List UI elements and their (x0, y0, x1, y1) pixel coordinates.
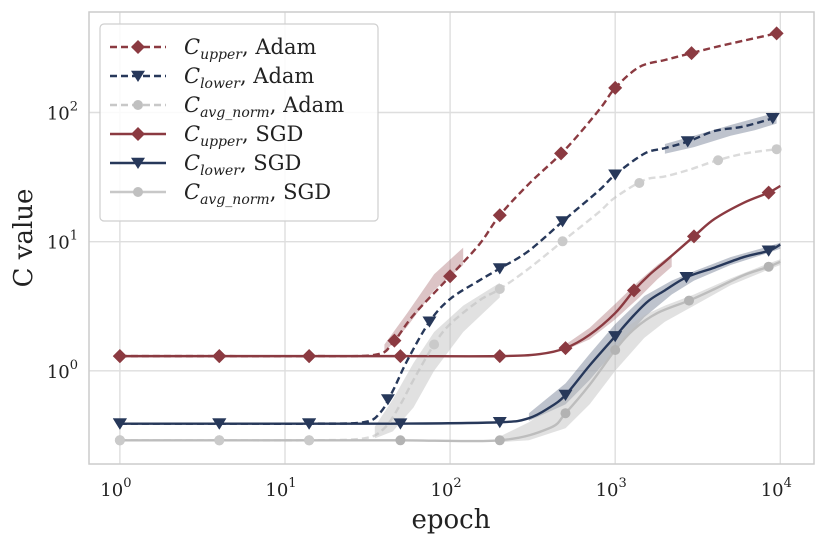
band-layer (374, 112, 781, 443)
marker-c-upper-adam (608, 80, 623, 95)
marker-c-upper-adam (112, 349, 127, 364)
x-tick-label: 102 (431, 476, 462, 501)
legend-entry-c-avg-norm-sgd: Cavg_norm, SGD (110, 180, 331, 208)
legend-box (99, 23, 379, 222)
marker-c-upper-sgd (558, 341, 573, 356)
line-c-upper-sgd (119, 184, 781, 358)
y-tick-label: 102 (47, 100, 78, 125)
legend-marker (133, 100, 143, 110)
legend-marker (131, 40, 145, 54)
line-c-upper-adam (119, 32, 777, 358)
marker-c-lower-adam (555, 216, 570, 228)
marker-c-avg-norm-adam (114, 435, 125, 446)
marker-c-lower-adam (422, 316, 437, 328)
legend-label: Cupper, Adam (184, 35, 316, 63)
marker-c-avg-norm-sgd (610, 344, 621, 355)
legend-marker (131, 157, 145, 169)
marker-c-avg-norm-adam (429, 339, 440, 350)
marker-c-upper-sgd (393, 349, 408, 364)
legend-marker (131, 70, 145, 82)
marker-c-upper-sgd (686, 229, 701, 244)
marker-c-avg-norm-sgd (494, 435, 505, 446)
legend-entry-c-upper-adam: Cupper, Adam (110, 35, 316, 63)
marker-c-lower-sgd (393, 418, 408, 430)
x-tick-label: 100 (100, 476, 131, 501)
band-c-avg-norm-adam (374, 282, 500, 439)
band-c-lower-sgd (528, 242, 781, 421)
legend-entry-c-avg-norm-adam: Cavg_norm, Adam (110, 93, 344, 121)
marker-c-avg-norm-sgd (395, 435, 406, 446)
marker-c-upper-sgd (492, 349, 507, 364)
legend-marker (133, 187, 143, 197)
marker-c-lower-sgd (492, 416, 507, 429)
legend-entry-c-lower-sgd: Clower, SGD (110, 151, 301, 179)
x-tick-label: 104 (761, 476, 792, 501)
marker-c-lower-sgd (679, 272, 694, 284)
marker-c-avg-norm-adam (771, 144, 782, 155)
legend-label: Cavg_norm, SGD (184, 180, 331, 208)
marker-c-lower-adam (680, 136, 695, 148)
y-tick-label: 100 (47, 358, 78, 383)
marker-c-avg-norm-adam (713, 155, 724, 166)
marker-c-lower-adam (608, 169, 623, 181)
legend-marker (131, 127, 145, 141)
marker-c-upper-adam (443, 269, 458, 284)
marker-layer (112, 26, 784, 446)
x-axis-label: epoch (412, 505, 491, 535)
marker-c-lower-sgd (558, 389, 573, 401)
marker-c-upper-adam (302, 349, 317, 364)
marker-c-lower-sgd (608, 331, 623, 343)
x-tick-label: 103 (596, 476, 627, 501)
legend-label: Clower, Adam (184, 64, 314, 92)
marker-c-lower-sgd (761, 245, 776, 257)
marker-c-upper-adam (769, 26, 784, 41)
marker-c-avg-norm-adam (494, 284, 505, 295)
marker-c-upper-adam (684, 46, 699, 61)
marker-c-upper-adam (554, 146, 569, 161)
plot-frame (88, 11, 815, 465)
band-c-avg-norm-sgd (499, 259, 781, 443)
band-c-lower-adam (664, 112, 777, 154)
marker-c-upper-sgd (761, 185, 776, 200)
marker-c-avg-norm-adam (557, 236, 568, 247)
y-tick-label: 101 (47, 229, 78, 254)
marker-c-avg-norm-adam (214, 435, 225, 446)
legend-label: Cavg_norm, Adam (184, 93, 344, 121)
marker-c-lower-adam (492, 263, 507, 275)
line-c-lower-adam (119, 116, 777, 425)
marker-c-lower-adam (302, 418, 317, 430)
marker-c-lower-adam (112, 418, 127, 430)
marker-c-lower-adam (765, 113, 780, 125)
marker-c-upper-sgd (627, 283, 642, 298)
marker-c-upper-adam (492, 208, 507, 223)
marker-c-avg-norm-sgd (560, 408, 571, 419)
marker-c-avg-norm-sgd (684, 295, 695, 306)
marker-c-lower-adam (212, 418, 227, 430)
y-axis-label: C value (9, 189, 39, 288)
marker-c-avg-norm-adam (634, 178, 645, 189)
line-c-avg-norm-adam (119, 148, 777, 442)
line-layer (119, 32, 781, 443)
marker-c-upper-adam (212, 349, 227, 364)
tick-layer: 100 101 102 103 104 100 101 102 (47, 100, 792, 501)
marker-c-lower-adam (380, 394, 395, 406)
legend-label: Clower, SGD (184, 151, 301, 179)
marker-c-avg-norm-adam (304, 435, 315, 446)
marker-c-avg-norm-sgd (763, 261, 774, 272)
legend-entry-c-upper-sgd: Cupper, SGD (110, 122, 303, 150)
legend-label: Cupper, SGD (184, 122, 303, 150)
x-tick-label: 101 (265, 476, 296, 501)
marker-c-upper-adam (387, 333, 402, 348)
legend-entry-c-lower-adam: Clower, Adam (110, 64, 314, 92)
